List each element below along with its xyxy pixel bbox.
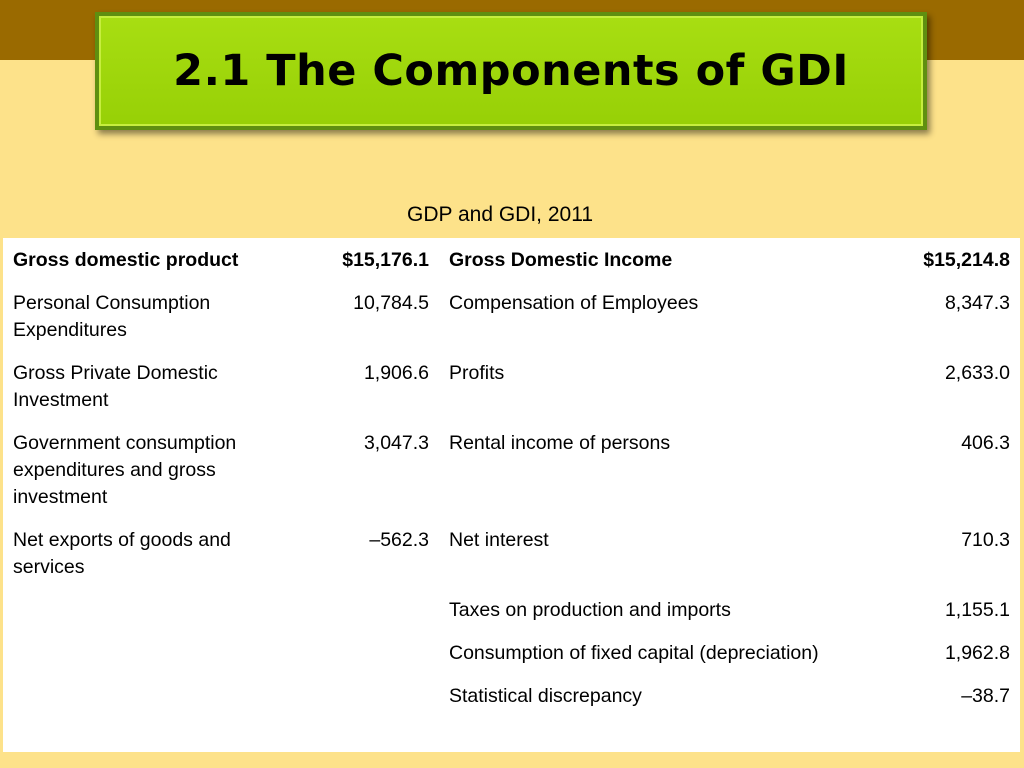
gdp-header-label: Gross domestic product: [13, 249, 239, 271]
gdp-component-label: Government consumption expenditures and …: [13, 432, 237, 508]
table-row: Statistical discrepancy –38.7: [3, 675, 1020, 718]
gdi-component-label: Consumption of fixed capital (depreciati…: [449, 642, 819, 664]
table-row: Government consumption expenditures and …: [3, 422, 1020, 519]
gdi-component-value: 1,962.8: [944, 642, 1010, 664]
gdp-component-value: [303, 589, 439, 632]
gdi-component-label: Compensation of Employees: [449, 292, 699, 314]
gdi-component-label: Rental income of persons: [449, 432, 671, 454]
gdi-component-label: Profits: [449, 362, 505, 384]
gdp-header-value: $15,176.1: [342, 249, 429, 271]
gdi-component-value: –38.7: [961, 685, 1010, 707]
gdi-header-value: $15,214.8: [923, 249, 1010, 271]
table-row: Taxes on production and imports 1,155.1: [3, 589, 1020, 632]
gdi-component-label: Net interest: [449, 529, 549, 551]
gdp-component-value: 3,047.3: [363, 432, 429, 454]
gdi-component-value: 2,633.0: [944, 362, 1010, 384]
table-row: Net exports of goods and services –562.3…: [3, 519, 1020, 589]
gdp-component-label: [3, 675, 303, 718]
table-caption: GDP and GDI, 2011: [407, 203, 593, 226]
gdp-component-value: –562.3: [369, 529, 429, 551]
gdp-component-value: [303, 675, 439, 718]
gdp-component-value: [303, 632, 439, 675]
table-row: Gross Private Domestic Investment 1,906.…: [3, 352, 1020, 422]
table-row: Personal Consumption Expenditures 10,784…: [3, 282, 1020, 352]
gdp-component-label: Net exports of goods and services: [13, 529, 231, 578]
table-row: Consumption of fixed capital (depreciati…: [3, 632, 1020, 675]
gdi-component-value: 8,347.3: [944, 292, 1010, 314]
slide-title: 2.1 The Components of GDI: [173, 46, 849, 96]
gdp-component-label: Gross Private Domestic Investment: [13, 362, 218, 411]
gdp-component-label: [3, 589, 303, 632]
gdp-component-label: [3, 632, 303, 675]
gdp-gdi-table: Gross domestic product $15,176.1 Gross D…: [3, 238, 1020, 752]
gdi-header-label: Gross Domestic Income: [449, 249, 673, 271]
gdi-component-value: 710.3: [961, 529, 1010, 551]
gdp-component-value: 1,906.6: [363, 362, 429, 384]
title-box: 2.1 The Components of GDI: [95, 12, 927, 130]
gdi-component-label: Taxes on production and imports: [449, 599, 731, 621]
gdi-component-value: 1,155.1: [944, 599, 1010, 621]
gdp-component-value: 10,784.5: [353, 292, 429, 314]
gdp-gdi-table-grid: Gross domestic product $15,176.1 Gross D…: [3, 238, 1020, 718]
gdi-component-value: 406.3: [961, 432, 1010, 454]
gdp-component-label: Personal Consumption Expenditures: [13, 292, 211, 341]
gdi-component-label: Statistical discrepancy: [449, 685, 642, 707]
table-header-row: Gross domestic product $15,176.1 Gross D…: [3, 238, 1020, 282]
